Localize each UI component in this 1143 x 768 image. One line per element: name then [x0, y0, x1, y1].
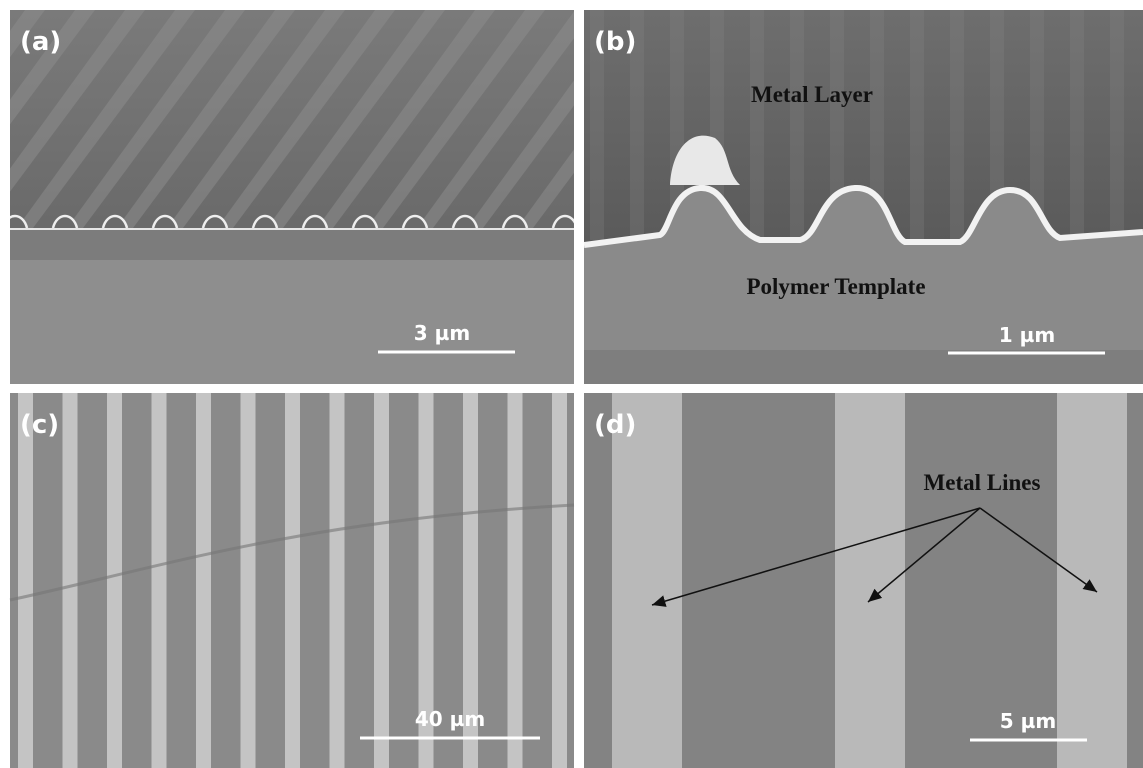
streak: [750, 10, 764, 240]
figure: (a) 3 µm (b) Metal Layer Polymer Templat…: [0, 0, 1143, 768]
metal-line: [196, 393, 211, 768]
panel-label: (d): [594, 410, 636, 440]
metal-line: [152, 393, 167, 768]
streak: [1070, 10, 1084, 240]
streak: [950, 10, 964, 240]
panel-d: [584, 393, 1143, 768]
panel-b: [584, 10, 1143, 384]
metal-line: [330, 393, 345, 768]
scale-bar-label: 1 µm: [999, 323, 1055, 347]
panel-label: (a): [20, 27, 61, 57]
metal-line: [285, 393, 300, 768]
streak: [790, 10, 804, 240]
metal-line: [63, 393, 78, 768]
panel-label: (c): [20, 410, 59, 440]
panel-c: [10, 393, 574, 768]
metal-line: [552, 393, 567, 768]
streak: [910, 10, 924, 240]
panel-label: (b): [594, 27, 636, 57]
metal-line: [107, 393, 122, 768]
metal-line: [18, 393, 33, 768]
metal-line: [374, 393, 389, 768]
annotation: Metal Layer: [751, 82, 873, 107]
annotation: Polymer Template: [746, 274, 925, 299]
metal-line: [241, 393, 256, 768]
metal-line: [508, 393, 523, 768]
scale-bar-label: 5 µm: [1000, 709, 1056, 733]
scale-bar-label: 40 µm: [415, 707, 485, 731]
scale-bar-label: 3 µm: [414, 321, 470, 345]
streak: [1110, 10, 1124, 240]
annotation: Metal Lines: [924, 470, 1041, 495]
